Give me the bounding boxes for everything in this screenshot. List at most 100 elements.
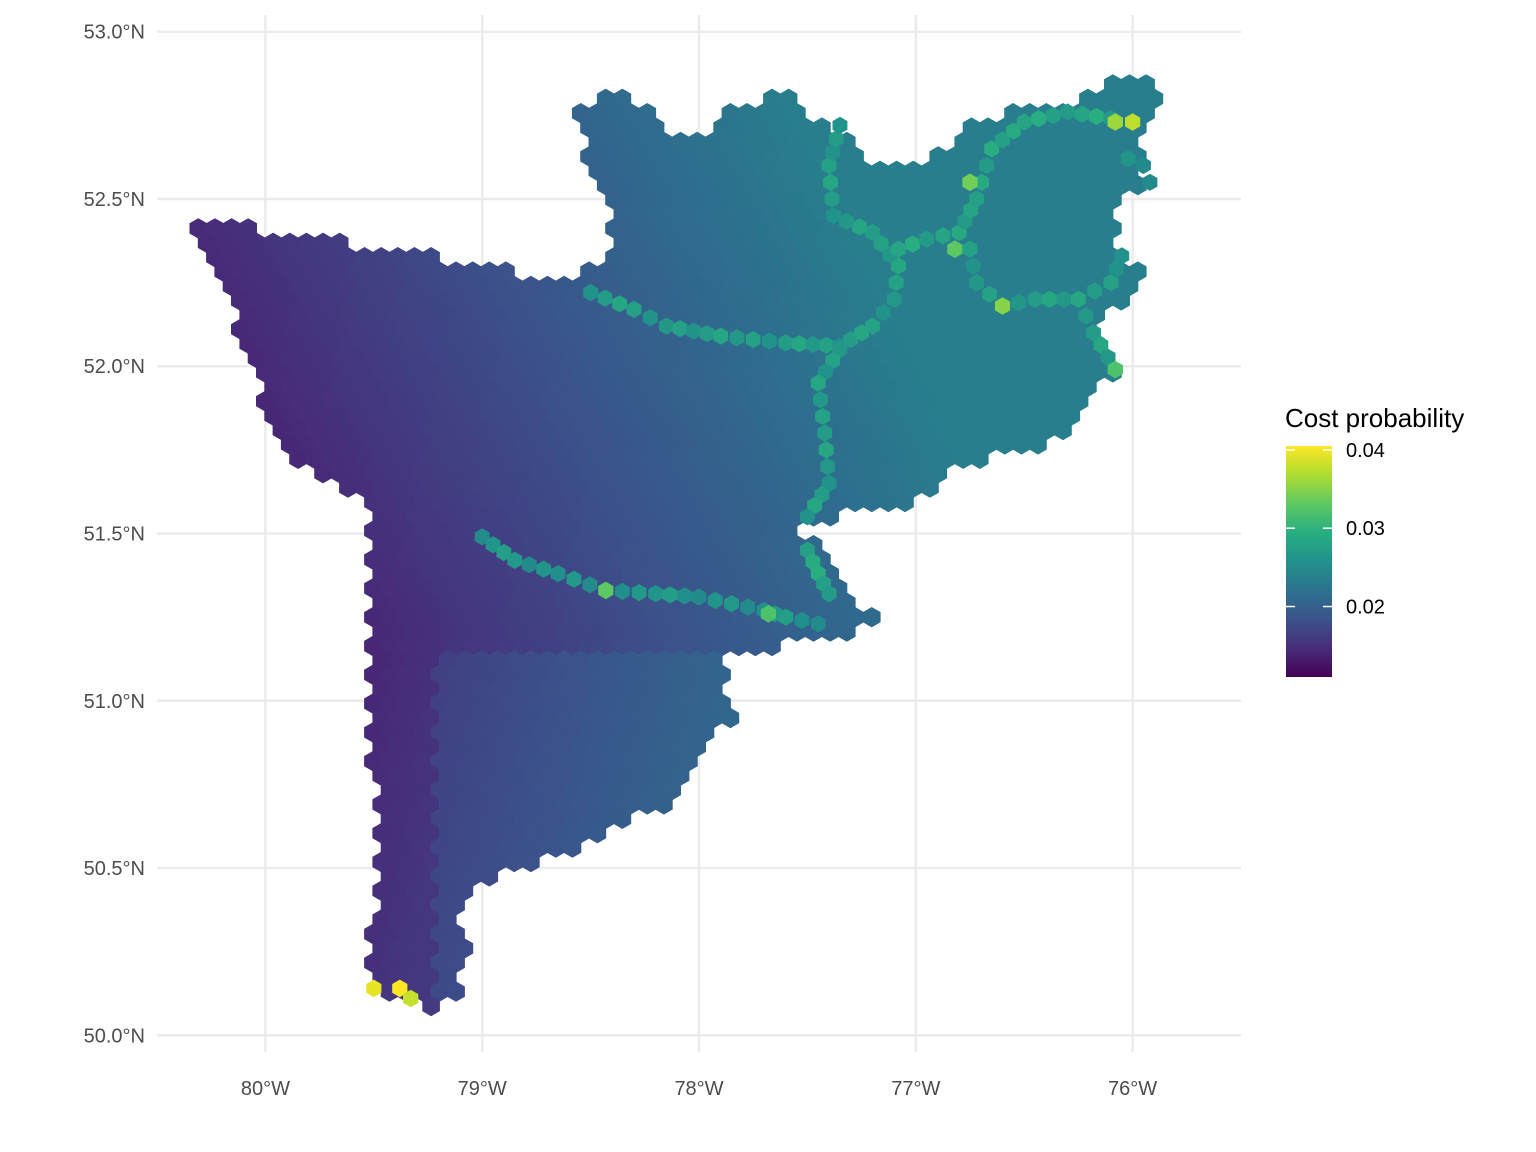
hex-cell-384 (729, 261, 748, 282)
hex-cell-426 (505, 275, 524, 297)
hex-cell-1456 (472, 650, 490, 671)
hex-cell-1434 (513, 635, 532, 657)
hex-cell-856 (721, 391, 740, 412)
hex-cell-427 (522, 275, 540, 297)
hex-cell-309 (1062, 232, 1081, 253)
path-6-end-hex (821, 585, 837, 603)
hex-cell-612 (929, 319, 948, 340)
hex-cell-233 (1029, 203, 1047, 225)
hex-cell-871 (971, 391, 989, 412)
hex-cell-370 (430, 261, 449, 282)
hex-cell-1426 (380, 635, 399, 657)
hex-cell-180 (655, 189, 673, 210)
hex-cell-1678 (447, 808, 465, 829)
hex-cell-508 (962, 290, 981, 311)
hex-cell-1503 (538, 679, 557, 700)
hex-cell-234 (1045, 203, 1064, 225)
hex-cell-1648 (547, 779, 565, 801)
hex-cell-721 (1029, 347, 1047, 369)
hex-cell-614 (962, 319, 981, 340)
hex-cell-80 (1120, 131, 1139, 153)
hex-cell-243 (621, 218, 640, 239)
hex-cell-1662 (472, 794, 490, 815)
hex-cell-1468 (671, 650, 690, 671)
path-1-hex (814, 485, 830, 504)
path-3-hex (982, 285, 997, 303)
hex-cell-132 (937, 160, 956, 181)
hex-cell-1712 (530, 837, 548, 858)
hex-cell-411 (256, 275, 274, 297)
hex-cell-115 (655, 160, 673, 181)
hex-cell-1113 (538, 477, 557, 498)
hotspot-hex-6 (994, 297, 1011, 315)
hex-cell-743 (538, 362, 557, 383)
hex-cell-382 (696, 261, 715, 282)
hex-cell-189 (804, 189, 823, 210)
hex-cell-1346 (538, 592, 557, 613)
hex-cell-1699 (538, 823, 557, 844)
path-1-hex (810, 374, 826, 392)
hex-cell-1313 (463, 578, 482, 599)
hex-cell-1365 (364, 607, 382, 628)
hex-cell-932 (355, 419, 374, 441)
hex-cell-440 (738, 275, 756, 297)
hex-cell-1332 (779, 578, 798, 599)
hex-cell-355 (1087, 247, 1105, 268)
hex-cell-232 (1012, 203, 1031, 225)
hex-cell-903 (680, 405, 698, 426)
path-1-hex (832, 340, 848, 359)
hex-cell-795 (547, 376, 565, 397)
hex-cell-954 (721, 419, 740, 441)
hex-cell-1070 (430, 463, 449, 484)
hex-cell-1479 (497, 664, 515, 685)
hex-cell-478 (463, 290, 482, 311)
hex-cell-627 (322, 333, 341, 354)
hex-cell-1483 (563, 664, 582, 685)
hex-cell-1366 (380, 607, 399, 628)
hex-cell-850 (621, 391, 640, 412)
hex-cell-736 (422, 362, 440, 383)
hex-cell-686 (447, 347, 465, 369)
hex-cell-217 (763, 203, 781, 225)
hex-cell-99 (946, 146, 964, 167)
hex-cell-203 (1037, 189, 1056, 210)
hex-cell-873 (1004, 391, 1022, 412)
hex-cell-1066 (364, 463, 382, 484)
hex-cell-823 (1012, 376, 1031, 397)
hex-cell-1721 (472, 851, 490, 873)
hex-cell-1539 (422, 707, 440, 729)
hex-cell-1686 (580, 808, 598, 829)
hex-cell-703 (729, 347, 748, 369)
hex-cell-1386 (713, 607, 731, 628)
hex-cell-481 (513, 290, 532, 311)
hex-cell-1672 (638, 794, 657, 815)
hex-cell-137 (1020, 160, 1039, 181)
hex-cell-391 (846, 261, 864, 282)
hex-cell-1512 (688, 679, 706, 700)
hex-cell-223 (862, 203, 881, 225)
hex-cell-1336 (372, 592, 391, 613)
hex-cell-410 (239, 275, 257, 297)
path-0-hex (729, 329, 745, 347)
path-3-hex (1087, 282, 1103, 300)
hex-cell-351 (1020, 247, 1039, 268)
hex-cell-1155 (663, 491, 681, 513)
hex-cell-528 (405, 304, 424, 325)
hex-cell-416 (339, 275, 357, 297)
hex-cell-1531 (646, 693, 665, 714)
hex-cell-1585 (472, 736, 490, 757)
hex-cell-252 (771, 218, 790, 239)
hex-cell-271 (1087, 218, 1105, 239)
hex-cell-817 (912, 376, 931, 397)
hex-cell-1004 (763, 434, 781, 455)
hex-cell-1057 (887, 448, 906, 469)
hex-cell-1162 (779, 491, 798, 513)
hex-cell-1730 (463, 866, 482, 887)
hex-cell-630 (372, 333, 391, 354)
hex-cell-618 (1029, 319, 1047, 340)
hex-cell-1067 (380, 463, 399, 484)
hex-cell-1566 (497, 722, 515, 743)
hex-cell-260 (904, 218, 923, 239)
hex-cell-1604 (447, 751, 465, 772)
hex-cell-717 (962, 347, 981, 369)
